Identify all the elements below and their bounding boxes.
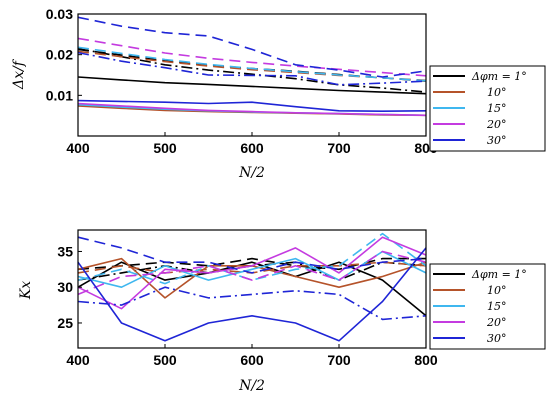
bottom-y-tick-label-3: 35 bbox=[57, 243, 73, 259]
bottom-legend: Δφm = 1° 10° 15° 20° 30° bbox=[429, 263, 546, 350]
top-legend-label-3: 15° bbox=[487, 102, 507, 115]
bottom-x-tick-label-4: 700 bbox=[327, 352, 351, 368]
bottom-plot-area bbox=[78, 230, 426, 348]
bottom-x-tick-label-3: 600 bbox=[240, 352, 264, 368]
top-y-tick-label-2: 0.02 bbox=[46, 47, 73, 63]
top-series-line-12 bbox=[77, 51, 427, 86]
bottom-series-line-2 bbox=[77, 257, 426, 271]
top-y-tick-label-1: 0.01 bbox=[46, 87, 73, 103]
top-y-axis-label: Δx/f bbox=[11, 58, 27, 90]
bottom-x-tick-label-2: 500 bbox=[153, 352, 177, 368]
bottom-series-line-10 bbox=[77, 247, 427, 342]
bottom-series-line-12 bbox=[77, 286, 427, 321]
top-x-tick-label-1: 400 bbox=[66, 140, 90, 156]
top-series-line-8 bbox=[77, 102, 427, 117]
top-legend: Δφm = 1° 10° 15° 20° 30° bbox=[429, 65, 546, 152]
bottom-series-line-7 bbox=[77, 232, 427, 285]
bottom-y-axis-label: Kx bbox=[18, 281, 34, 300]
bottom-series-line-8 bbox=[77, 236, 427, 310]
bottom-x-tick-label-1: 400 bbox=[66, 352, 90, 368]
top-series-line-10 bbox=[77, 99, 427, 112]
top-x-tick-label-2: 500 bbox=[153, 140, 177, 156]
top-series-line-11 bbox=[77, 16, 427, 78]
top-series-group bbox=[77, 16, 427, 117]
top-legend-label-2: 10° bbox=[487, 86, 507, 99]
bottom-y-tick-label-2: 30 bbox=[57, 279, 73, 295]
bottom-x-tick-label-5: 800 bbox=[414, 352, 438, 368]
bottom-legend-label-4: 20° bbox=[486, 316, 507, 329]
top-series-line-7 bbox=[77, 46, 427, 82]
bottom-legend-label-2: 10° bbox=[487, 284, 507, 297]
bottom-y-tick-label-1: 25 bbox=[57, 315, 73, 331]
top-x-tick-label-4: 700 bbox=[327, 140, 351, 156]
top-y-tick-label-3: 0.03 bbox=[46, 6, 73, 22]
bottom-panel: 400 500 600 700 800 25 30 35 N/2 Kx Δφm = 1° 10… bbox=[18, 229, 546, 394]
bottom-ticks-group: 400 500 600 700 800 25 30 35 bbox=[57, 243, 437, 368]
top-legend-label-1: Δφm = 1° bbox=[471, 70, 527, 83]
top-x-axis-label: N/2 bbox=[238, 165, 265, 181]
bottom-legend-label-3: 15° bbox=[487, 300, 507, 313]
bottom-legend-label-5: 30° bbox=[487, 332, 507, 345]
bottom-x-axis-label: N/2 bbox=[238, 378, 265, 394]
bottom-series-group bbox=[77, 232, 427, 342]
top-series-line-9 bbox=[77, 37, 427, 77]
top-legend-label-5: 30° bbox=[487, 134, 507, 147]
top-series-line-2 bbox=[77, 47, 427, 93]
bottom-series-line-11 bbox=[77, 236, 427, 274]
bottom-legend-box bbox=[429, 263, 546, 350]
top-x-tick-label-3: 600 bbox=[240, 140, 264, 156]
top-legend-label-4: 20° bbox=[486, 118, 507, 131]
top-series-line-1 bbox=[77, 76, 427, 95]
bottom-series-line-9 bbox=[77, 250, 427, 296]
bottom-legend-label-1: Δφm = 1° bbox=[471, 268, 527, 281]
